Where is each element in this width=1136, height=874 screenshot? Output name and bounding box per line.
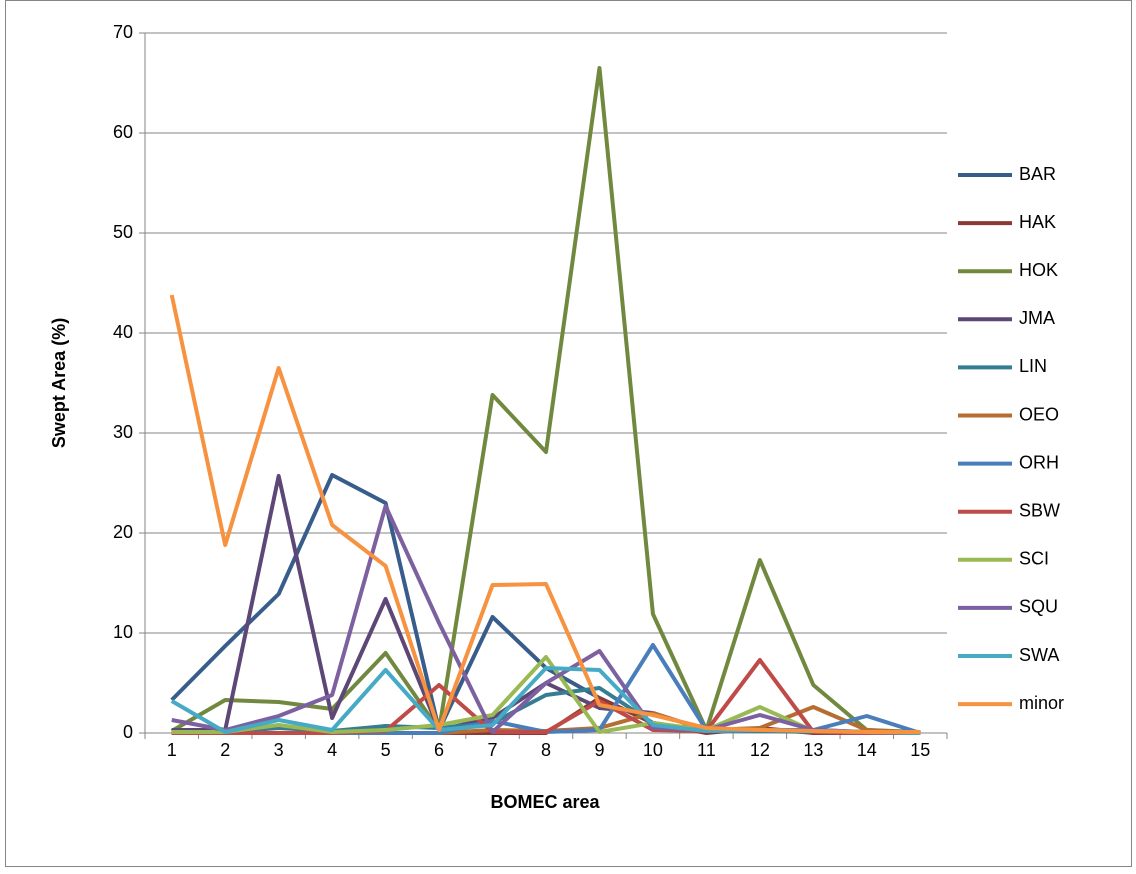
series-line xyxy=(170,66,921,734)
x-tick-label: 9 xyxy=(594,740,604,760)
y-axis-title: Swept Area (%) xyxy=(49,318,69,448)
x-tick-label: 6 xyxy=(434,740,444,760)
legend-label: SWA xyxy=(1019,645,1059,665)
legend-label: SCI xyxy=(1019,549,1049,569)
legend-label: SQU xyxy=(1019,597,1058,617)
x-tick-label: 5 xyxy=(381,740,391,760)
x-tick-label: 15 xyxy=(910,740,930,760)
x-tick-label: 4 xyxy=(327,740,337,760)
series-line xyxy=(171,658,921,735)
x-tick-label: 11 xyxy=(697,740,716,760)
legend-label: JMA xyxy=(1019,308,1055,328)
legend-label: minor xyxy=(1019,693,1064,713)
y-tick-label: 60 xyxy=(113,122,133,142)
y-tick-label: 0 xyxy=(123,722,133,742)
x-axis-title: BOMEC area xyxy=(490,792,600,812)
series-line xyxy=(169,294,921,734)
x-tick-label: 1 xyxy=(167,740,177,760)
x-tick-label: 10 xyxy=(643,740,663,760)
y-tick-label: 20 xyxy=(113,522,133,542)
series-line xyxy=(171,504,921,735)
legend-label: OEO xyxy=(1019,404,1059,424)
legend-label: HOK xyxy=(1019,260,1058,280)
legend-label: BAR xyxy=(1019,164,1056,184)
y-tick-label: 50 xyxy=(113,222,133,242)
y-tick-label: 30 xyxy=(113,422,133,442)
legend-label: SBW xyxy=(1019,500,1060,520)
x-tick-label: 7 xyxy=(488,740,498,760)
y-tick-label: 10 xyxy=(113,622,133,642)
legend-label: LIN xyxy=(1019,356,1047,376)
legend-label: HAK xyxy=(1019,212,1056,232)
y-tick-label: 40 xyxy=(113,322,133,342)
x-tick-label: 14 xyxy=(857,740,877,760)
x-tick-label: 12 xyxy=(750,740,770,760)
x-tick-label: 8 xyxy=(541,740,551,760)
x-tick-label: 3 xyxy=(274,740,284,760)
x-tick-label: 2 xyxy=(220,740,230,760)
legend-label: ORH xyxy=(1019,452,1059,472)
y-tick-label: 70 xyxy=(113,22,133,42)
x-tick-label: 13 xyxy=(803,740,823,760)
